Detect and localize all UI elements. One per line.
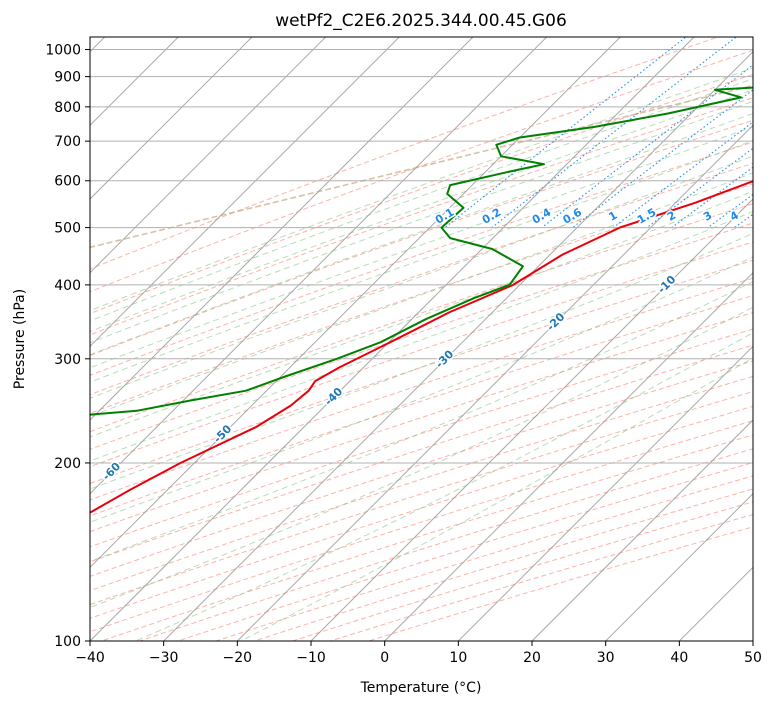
isotherm (90, 37, 622, 569)
temperature-line (90, 180, 753, 514)
isotherm (531, 419, 753, 641)
isotherm (90, 37, 327, 274)
x-tick-label: 30 (597, 650, 615, 666)
x-axis-ticks: −40 −30 −20 −10 0 10 20 30 40 50 (75, 641, 762, 666)
saturated-curve (90, 84, 753, 249)
dry-adiabat (90, 328, 753, 548)
dry-adiabat (90, 360, 753, 577)
x-tick-label: 40 (670, 650, 688, 666)
dewpoint-line (90, 86, 753, 416)
dry-adiabat (90, 97, 753, 336)
y-axis-title: Pressure (hPa) (12, 289, 28, 389)
y-tick-label: 400 (54, 278, 81, 294)
moist-adiabat (90, 256, 753, 523)
moist-adiabat (90, 113, 753, 356)
dry-adiabat (90, 119, 753, 356)
y-tick-label: 200 (54, 456, 81, 472)
dry-adiabats (90, 37, 753, 641)
y-tick-label: 900 (54, 70, 81, 86)
y-tick-label: 700 (54, 134, 81, 150)
isotherms (90, 37, 753, 641)
isotherm (90, 37, 253, 200)
y-tick-label: 500 (54, 221, 81, 237)
y-tick-label: 600 (54, 174, 81, 190)
dry-adiabat (90, 375, 753, 592)
moist-adiabat (239, 357, 753, 641)
isotherm (310, 198, 753, 641)
isotherm (90, 37, 548, 495)
moist-adiabat (134, 332, 753, 641)
isotherm (90, 37, 474, 421)
pressure-gridlines (90, 49, 753, 464)
sounding-series (90, 86, 753, 514)
x-tick-label: −30 (149, 650, 179, 666)
x-tick-label: −20 (223, 650, 253, 666)
x-tick-label: 50 (744, 650, 762, 666)
x-tick-label: −10 (296, 650, 326, 666)
y-tick-label: 1000 (45, 43, 81, 59)
x-tick-label: 20 (523, 650, 541, 666)
x-axis-title: Temperature (°C) (360, 680, 482, 696)
moist-adiabat (90, 281, 753, 562)
dry-adiabat (90, 391, 753, 606)
moist-adiabat (90, 172, 753, 417)
y-tick-label: 800 (54, 100, 81, 116)
chart-title: wetPf2_C2E6.2025.344.00.45.G06 (275, 11, 567, 31)
moist-adiabat (90, 140, 753, 383)
moist-adiabat (90, 78, 753, 322)
dry-adiabat (90, 37, 720, 270)
isotherm (90, 37, 695, 641)
isotherm (383, 271, 753, 641)
isotherm (236, 124, 753, 641)
dry-adiabat (90, 141, 753, 376)
isotherm (90, 37, 401, 348)
moist-adiabat (90, 155, 753, 399)
x-tick-label: −40 (75, 650, 105, 666)
x-tick-label: 0 (380, 650, 389, 666)
y-tick-label: 100 (54, 634, 81, 650)
isotherm (162, 50, 753, 641)
dry-adiabat (90, 73, 753, 315)
isotherm (604, 492, 753, 641)
y-tick-label: 300 (54, 352, 81, 368)
x-tick-label: 10 (449, 650, 467, 666)
plot-frame (89, 36, 754, 642)
dry-adiabat (90, 344, 753, 563)
y-axis-ticks: 100 200 300 400 500 600 700 800 900 1000 (45, 43, 90, 650)
